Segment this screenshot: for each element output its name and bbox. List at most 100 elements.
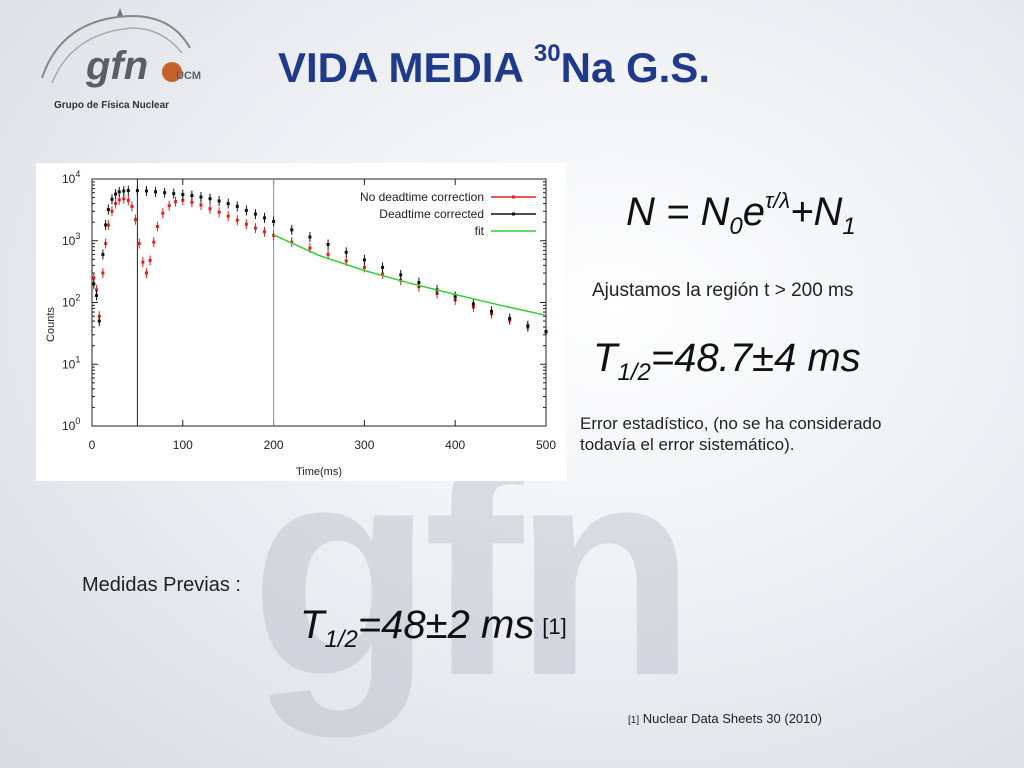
- x-tick-label: 500: [536, 438, 556, 452]
- y-tick-label: 100: [62, 416, 80, 433]
- data-point: [226, 202, 230, 206]
- data-point: [110, 197, 114, 201]
- data-point: [208, 197, 212, 201]
- x-tick-label: 0: [89, 438, 96, 452]
- data-point: [272, 219, 276, 223]
- legend-label: fit: [475, 224, 485, 238]
- data-point: [114, 192, 118, 196]
- data-point: [253, 212, 257, 216]
- formula-sub1: 1: [842, 213, 856, 240]
- data-point: [344, 250, 348, 254]
- data-point: [92, 276, 96, 280]
- data-point: [399, 273, 403, 277]
- logo-subtitle: Grupo de Física Nuclear: [54, 100, 170, 111]
- data-point: [235, 204, 239, 208]
- data-point: [122, 197, 126, 201]
- y-tick-exponent: 2: [75, 293, 80, 303]
- data-point: [135, 189, 139, 193]
- x-tick-label: 200: [264, 438, 284, 452]
- legend-marker: [512, 212, 515, 216]
- data-point: [190, 200, 194, 204]
- formula-exponent: τ/λ: [764, 188, 791, 213]
- data-point: [101, 252, 105, 256]
- data-point: [544, 329, 548, 333]
- data-point: [117, 190, 121, 194]
- data-point: [208, 207, 212, 211]
- formula-plus: +N: [790, 190, 843, 234]
- data-point: [508, 317, 512, 321]
- logo-ucm-text: UCM: [176, 70, 202, 82]
- data-point: [490, 309, 494, 313]
- formula-e: e: [742, 190, 765, 234]
- legend-marker: [512, 195, 515, 199]
- logo-main-text: gfn: [86, 44, 149, 88]
- legend-label: No deadtime correction: [360, 190, 484, 204]
- data-point: [110, 209, 114, 213]
- data-point: [308, 235, 312, 239]
- data-point: [163, 191, 167, 195]
- title-main: VIDA MEDIA: [278, 44, 534, 91]
- y-axis-label: Counts: [45, 307, 57, 342]
- data-point: [152, 240, 156, 244]
- data-point: [308, 246, 312, 250]
- data-point: [161, 211, 165, 215]
- data-point: [126, 198, 130, 202]
- data-point: [144, 271, 148, 275]
- data-point: [106, 208, 110, 212]
- data-point: [117, 198, 121, 202]
- data-point: [226, 214, 230, 218]
- data-point: [526, 324, 530, 328]
- previous-sub: 1/2: [324, 626, 358, 653]
- decay-chart: 100 101 102 103 104 0 100 200 300 400 500 Time(ms) C…: [36, 163, 566, 481]
- data-point: [95, 288, 99, 292]
- data-point: [181, 193, 185, 197]
- y-tick-exponent: 1: [75, 354, 80, 364]
- data-point: [199, 195, 203, 199]
- x-axis-label: Time(ms): [296, 466, 342, 478]
- data-point: [263, 230, 267, 234]
- previous-measurements-label: Medidas Previas :: [82, 574, 241, 596]
- data-point: [130, 204, 134, 208]
- data-point: [126, 189, 130, 193]
- data-point: [344, 259, 348, 263]
- fit-line: [273, 234, 547, 317]
- data-point: [326, 252, 330, 256]
- data-point: [104, 223, 108, 227]
- y-tick-label: 103: [62, 231, 80, 248]
- title-superscript: 30: [533, 40, 561, 67]
- legend-label: Deadtime corrected: [379, 207, 484, 221]
- data-point: [381, 265, 385, 269]
- y-tick-exponent: 4: [75, 169, 80, 179]
- y-tick-exponent: 3: [75, 231, 80, 241]
- x-tick-label: 300: [354, 438, 374, 452]
- data-point: [244, 208, 248, 212]
- x-tick-label: 400: [445, 438, 465, 452]
- data-point: [155, 225, 159, 229]
- data-point: [104, 242, 108, 246]
- data-point: [199, 203, 203, 207]
- footnote-text: Nuclear Data Sheets 30 (2010): [639, 711, 822, 726]
- data-point: [167, 204, 171, 208]
- formula-sub0: 0: [729, 213, 743, 240]
- result-prefix: T: [593, 336, 618, 380]
- data-point: [144, 189, 148, 193]
- y-tick-label: 101: [62, 354, 80, 371]
- data-point: [134, 218, 138, 222]
- data-point: [114, 202, 118, 206]
- data-point: [362, 265, 366, 269]
- data-point: [97, 319, 101, 323]
- data-point: [290, 228, 294, 232]
- data-point: [453, 295, 457, 299]
- result-value: =48.7±4 ms: [650, 336, 861, 380]
- data-point: [244, 222, 248, 226]
- formula-lhs: N = N: [626, 190, 730, 234]
- x-tick-label: 100: [173, 438, 193, 452]
- footnote-mark: [1]: [628, 715, 640, 726]
- data-point: [217, 199, 221, 203]
- data-point: [92, 282, 96, 286]
- y-tick-label: 102: [62, 293, 80, 310]
- data-point: [253, 226, 257, 230]
- logo-emblem-icon: [41, 8, 191, 84]
- data-point: [217, 210, 221, 214]
